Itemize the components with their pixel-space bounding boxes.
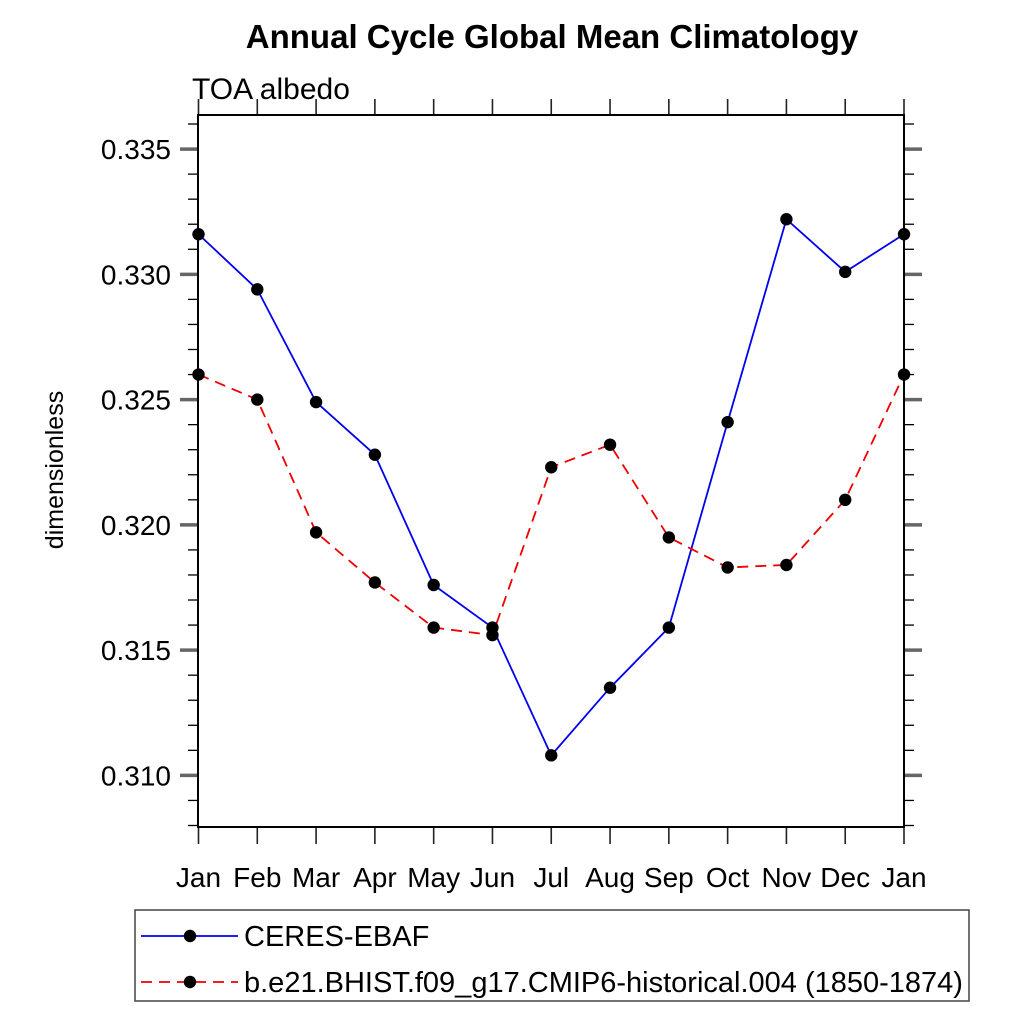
y-tick-label: 0.315: [101, 635, 171, 666]
data-point-marker: [603, 438, 617, 451]
data-point-marker: [427, 578, 440, 592]
data-point-marker: [721, 415, 734, 429]
x-tick-label: Mar: [292, 862, 340, 893]
x-tick-label: Dec: [820, 862, 870, 893]
data-point-marker: [839, 265, 852, 279]
data-point-marker: [368, 448, 382, 461]
data-point-marker: [545, 461, 558, 474]
data-point-marker: [839, 493, 852, 507]
y-tick-label: 0.320: [101, 510, 171, 541]
series-line: [197, 217, 905, 757]
legend-label-model: b.e21.BHIST.f09_g17.CMIP6-historical.004…: [244, 967, 963, 999]
data-point-marker: [309, 526, 323, 539]
data-point-marker: [780, 558, 793, 572]
axis-ticks: [180, 99, 922, 844]
chart-subtitle: TOA albedo: [192, 73, 350, 106]
x-tick-label: Feb: [233, 862, 281, 893]
x-tick-label: May: [407, 862, 460, 893]
data-point-marker: [603, 681, 617, 694]
plot-frame: [197, 114, 905, 828]
x-tick-label: Nov: [762, 862, 812, 893]
data-point-marker: [251, 283, 264, 296]
y-tick-label: 0.325: [101, 385, 171, 416]
x-tick-label: Jan: [881, 862, 926, 893]
chart-title: Annual Cycle Global Mean Climatology: [246, 18, 859, 55]
x-tick-label: Jan: [176, 862, 221, 893]
x-tick-label: Jun: [470, 862, 515, 893]
x-tick-label: Oct: [706, 862, 750, 893]
data-point-marker: [721, 561, 734, 574]
data-point-marker: [662, 621, 676, 634]
data-point-marker: [309, 395, 323, 409]
data-point-marker: [545, 749, 558, 762]
x-tick-label: Aug: [585, 862, 635, 893]
y-tick-label: 0.335: [101, 134, 171, 165]
y-tick-label: 0.330: [101, 259, 171, 290]
data-point-marker: [662, 531, 676, 544]
data-point-marker: [486, 628, 499, 642]
x-tick-label: Sep: [644, 862, 694, 893]
data-point-marker: [251, 393, 264, 406]
data-point-marker: [427, 621, 440, 634]
series-line: [198, 373, 905, 637]
y-tick-label: 0.310: [101, 760, 171, 791]
legend-label-ceres: CERES-EBAF: [244, 921, 429, 953]
data-series: [192, 213, 911, 762]
x-tick-label: Apr: [353, 862, 397, 893]
legend-box: [134, 909, 970, 1002]
x-tick-label: Jul: [533, 862, 569, 893]
legend-marker-icon: [183, 929, 197, 943]
y-axis-label: dimensionless: [41, 391, 69, 549]
legend-marker-icon: [183, 975, 197, 989]
data-point-marker: [368, 576, 382, 589]
axis-tick-labels: Jan Feb Mar Apr May Jun Jul Aug Sep Oct Nov Dec Jan 0…: [101, 134, 927, 893]
legend: CERES-EBAF b.e21.BHIST.f09_g17.CMIP6-his…: [134, 909, 970, 1002]
data-point-marker: [780, 213, 793, 226]
